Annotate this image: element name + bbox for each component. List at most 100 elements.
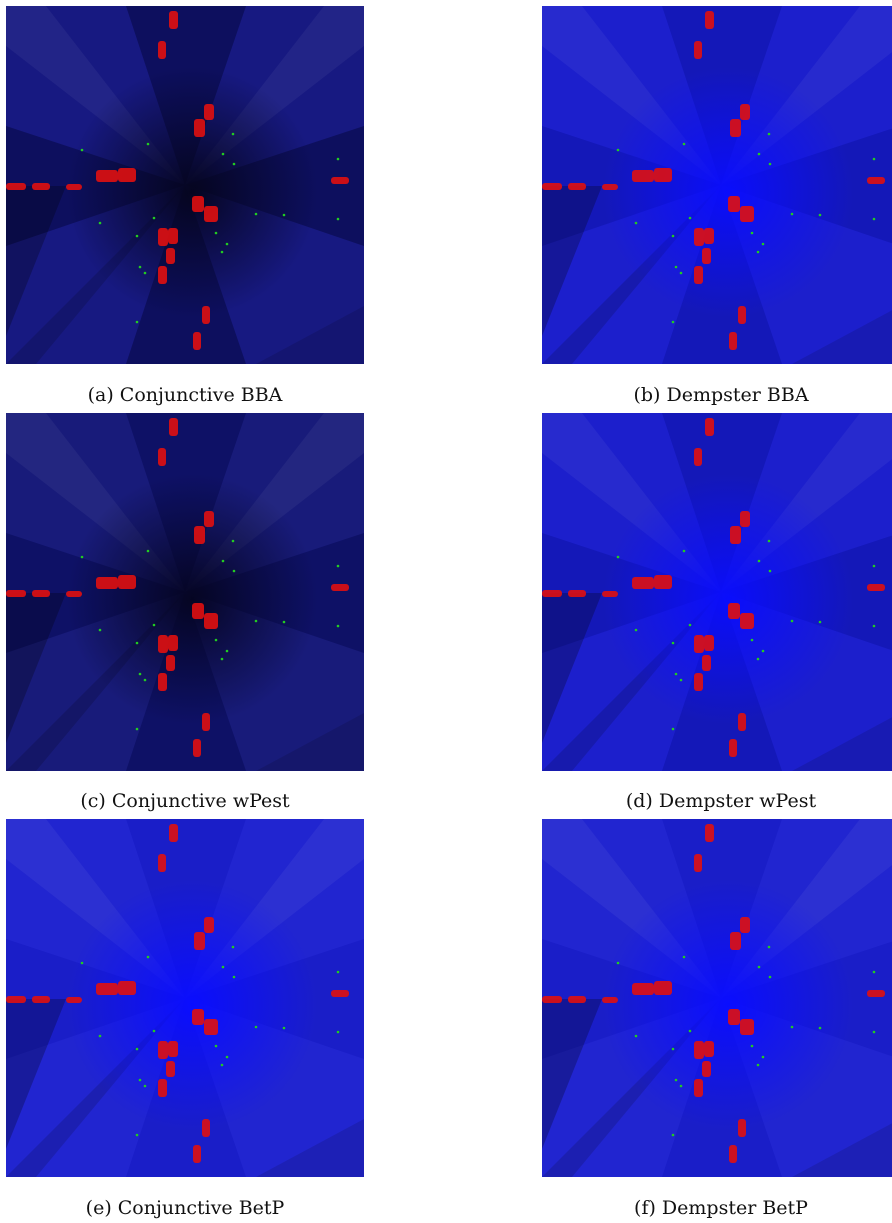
obstacle-blob xyxy=(194,119,205,137)
figure-a-image xyxy=(6,6,364,364)
obstacle-blob xyxy=(202,306,210,324)
obstacle-blob xyxy=(158,448,166,466)
obstacle-blob xyxy=(194,932,205,950)
obstacle-blob xyxy=(654,168,672,182)
obstacle-blob xyxy=(702,655,711,671)
obstacle-blob xyxy=(602,184,618,190)
obstacle-blob xyxy=(169,11,178,29)
obstacle-blob xyxy=(867,584,885,591)
obstacle-blob xyxy=(704,1041,714,1057)
obstacle-blob xyxy=(6,590,26,597)
figure-b-caption: (b) Dempster BBA xyxy=(633,384,809,406)
obstacle-blob xyxy=(542,996,562,1003)
obstacle-blob xyxy=(740,917,750,933)
obstacle-blob xyxy=(740,206,754,222)
obstacle-blob xyxy=(168,635,178,651)
obstacle-blob xyxy=(694,854,702,872)
occupancy-grid-b xyxy=(542,6,892,364)
obstacle-blob xyxy=(166,1061,175,1077)
occupancy-grid-f xyxy=(542,819,892,1177)
obstacle-blob xyxy=(118,168,136,182)
obstacle-blob xyxy=(202,713,210,731)
obstacle-blob xyxy=(204,613,218,629)
obstacle-blob xyxy=(204,511,214,527)
obstacle-blob xyxy=(96,983,118,995)
obstacle-blob xyxy=(204,917,214,933)
obstacle-blob xyxy=(704,228,714,244)
figure-a-caption: (a) Conjunctive BBA xyxy=(87,384,283,406)
obstacle-blob xyxy=(694,41,702,59)
obstacle-blob xyxy=(568,996,586,1003)
obstacle-blob xyxy=(192,196,204,212)
obstacle-blob xyxy=(705,418,714,436)
obstacle-blob xyxy=(740,511,750,527)
obstacle-blob xyxy=(694,1041,704,1059)
obstacle-blob xyxy=(694,635,704,653)
obstacle-blob xyxy=(66,591,82,597)
obstacle-blob xyxy=(96,170,118,182)
obstacle-blob xyxy=(194,526,205,544)
obstacle-blob xyxy=(705,11,714,29)
obstacle-blob xyxy=(654,981,672,995)
obstacle-blob xyxy=(168,1041,178,1057)
obstacle-blob xyxy=(694,1079,703,1097)
figure-d-caption: (d) Dempster wPest xyxy=(625,790,817,812)
obstacle-blob xyxy=(740,613,754,629)
obstacle-blob xyxy=(542,590,562,597)
obstacle-blob xyxy=(118,575,136,589)
obstacle-blob xyxy=(192,603,204,619)
occupancy-grid-d xyxy=(542,413,892,771)
obstacle-blob xyxy=(118,981,136,995)
obstacle-blob xyxy=(542,183,562,190)
obstacle-blob xyxy=(158,635,168,653)
obstacle-blob xyxy=(169,824,178,842)
obstacle-blob xyxy=(32,183,50,190)
obstacle-blob xyxy=(738,713,746,731)
obstacle-blob xyxy=(738,306,746,324)
figure-c-image xyxy=(6,413,364,771)
figure-e-caption: (e) Conjunctive BetP xyxy=(85,1197,285,1219)
obstacle-blob xyxy=(331,990,349,997)
obstacle-blob xyxy=(204,104,214,120)
obstacle-blob xyxy=(729,332,737,350)
figure-c-caption: (c) Conjunctive wPest xyxy=(80,790,290,812)
obstacle-blob xyxy=(331,177,349,184)
obstacle-blob xyxy=(568,590,586,597)
figure-d-image xyxy=(542,413,892,771)
obstacle-blob xyxy=(729,739,737,757)
obstacle-blob xyxy=(202,1119,210,1137)
obstacle-blob xyxy=(158,1041,168,1059)
obstacle-blob xyxy=(702,1061,711,1077)
obstacle-blob xyxy=(632,170,654,182)
obstacle-blob xyxy=(740,1019,754,1035)
obstacle-blob xyxy=(32,996,50,1003)
obstacle-blob xyxy=(158,854,166,872)
obstacle-blob xyxy=(158,266,167,284)
obstacle-blob xyxy=(6,183,26,190)
obstacle-blob xyxy=(730,932,741,950)
obstacle-blob xyxy=(729,1145,737,1163)
figure-f-image xyxy=(542,819,892,1177)
obstacle-blob xyxy=(6,996,26,1003)
obstacle-blob xyxy=(331,584,349,591)
obstacle-blob xyxy=(168,228,178,244)
obstacle-blob xyxy=(694,673,703,691)
figure-f-caption: (f) Dempster BetP xyxy=(634,1197,808,1219)
obstacle-blob xyxy=(193,739,201,757)
obstacle-blob xyxy=(728,603,740,619)
obstacle-blob xyxy=(66,997,82,1003)
obstacle-blob xyxy=(158,228,168,246)
obstacle-blob xyxy=(158,673,167,691)
obstacle-blob xyxy=(193,1145,201,1163)
obstacle-blob xyxy=(705,824,714,842)
obstacle-blob xyxy=(702,248,711,264)
obstacle-blob xyxy=(867,990,885,997)
figure-b-image xyxy=(542,6,892,364)
obstacle-blob xyxy=(704,635,714,651)
obstacle-blob xyxy=(166,248,175,264)
obstacle-blob xyxy=(66,184,82,190)
obstacle-blob xyxy=(654,575,672,589)
obstacle-blob xyxy=(192,1009,204,1025)
obstacle-blob xyxy=(193,332,201,350)
obstacle-blob xyxy=(694,448,702,466)
